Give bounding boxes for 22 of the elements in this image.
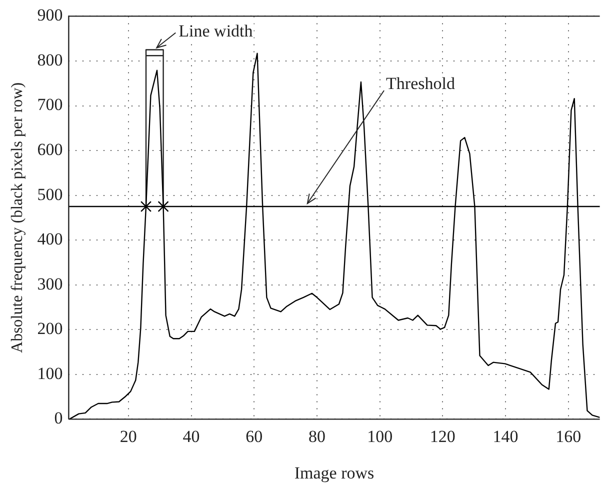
y-tick-label: 400 [37,230,63,249]
x-tick-label: 160 [556,426,582,446]
x-tick-label: 100 [367,426,393,446]
x-tick-label: 80 [308,426,326,446]
x-tick-label: 40 [182,426,200,446]
y-axis-title: Absolute frequency (black pixels per row) [8,82,26,353]
y-tick-label: 200 [37,319,63,338]
x-tick-label: 140 [492,426,518,446]
y-tick-label: 900 [37,6,63,25]
x-axis-title: Image rows [294,463,374,482]
y-tick-label: 0 [54,408,63,428]
y-tick-label: 300 [37,274,63,294]
y-tick-label: 600 [37,140,63,159]
y-tick-label: 700 [37,95,63,114]
ref-line-label: Threshold [386,74,456,93]
x-tick-label: 120 [430,426,456,446]
y-tick-label: 500 [37,184,63,204]
annotation: Line width [178,21,254,40]
y-tick-label: 800 [37,50,63,70]
x-tick-label: 60 [246,426,263,446]
y-tick-label: 100 [37,364,63,383]
x-tick-label: 20 [120,426,137,446]
